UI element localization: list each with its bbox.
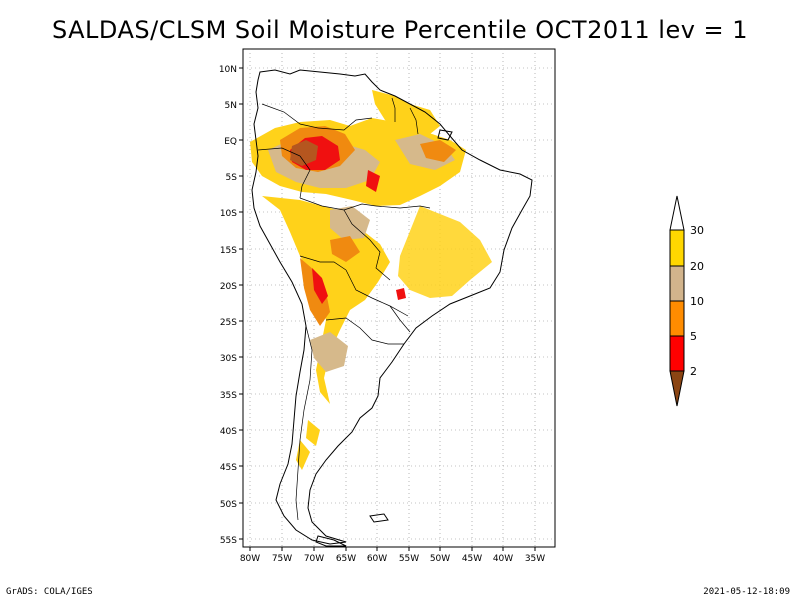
lon-label-80w: 80W — [240, 554, 260, 564]
coastline — [251, 69, 533, 547]
lat-axis: 10N 5N EQ 5S 10S 15S 20S 25S 30S 35S 40S… — [219, 65, 243, 546]
falkland-islands — [369, 513, 389, 523]
lat-label-35s: 35S — [220, 391, 237, 401]
lat-label-5s: 5S — [226, 173, 238, 183]
software-credit: GrADS: COLA/IGES — [6, 587, 93, 597]
lat-label-10n: 10N — [219, 65, 237, 75]
lon-label-75w: 75W — [272, 554, 292, 564]
lon-label-45w: 45W — [462, 554, 482, 564]
colorbar — [669, 195, 685, 407]
shading-red-andes — [312, 268, 328, 304]
lat-label-45s: 45S — [220, 463, 237, 473]
colorbar-segment-10 — [669, 300, 685, 337]
lat-label-50s: 50S — [220, 500, 237, 510]
colorbar-segment-30 — [669, 229, 685, 267]
lat-label-30s: 30S — [220, 354, 237, 364]
south-america-outline — [251, 69, 533, 545]
render-timestamp: 2021-05-12-18:09 — [703, 587, 790, 597]
lon-label-35w: 35W — [525, 554, 545, 564]
colorbar-label-20: 20 — [690, 260, 704, 273]
lat-label-20s: 20S — [220, 282, 237, 292]
lat-label-10s: 10S — [220, 209, 237, 219]
gridlines — [243, 49, 555, 547]
lon-label-65w: 65W — [336, 554, 356, 564]
shading-dark-amazon — [290, 140, 318, 166]
shading-red-east — [396, 288, 406, 300]
lon-label-50w: 50W — [430, 554, 450, 564]
colorbar-segment-20 — [669, 265, 685, 302]
shading-red-central — [366, 170, 380, 192]
shading-orange-bolivia — [330, 236, 360, 262]
tierra-del-fuego — [315, 535, 347, 547]
shading-yellow-patagonia — [306, 420, 320, 446]
colorbar-segment-5 — [669, 335, 685, 372]
lon-axis: 80W 75W 70W 65W 60W 55W 50W 45W 40W 35W — [240, 547, 545, 564]
map-title: SALDAS/CLSM Soil Moisture Percentile OCT… — [51, 16, 749, 44]
colorbar-bottom-triangle — [669, 370, 685, 407]
lat-label-25s: 25S — [220, 318, 237, 328]
shading-yellow-east — [398, 206, 492, 298]
colorbar-label-30: 30 — [690, 224, 704, 237]
lon-label-40w: 40W — [493, 554, 513, 564]
lat-label-55s: 55S — [220, 536, 237, 546]
shading-orange-ne — [420, 140, 456, 162]
lat-label-5n: 5N — [225, 101, 237, 111]
lat-label-15s: 15S — [220, 246, 237, 256]
colorbar-label-5: 5 — [690, 330, 697, 343]
lon-label-55w: 55W — [399, 554, 419, 564]
lat-label-eq: EQ — [224, 137, 237, 147]
colorbar-labels: 30 20 10 5 2 — [690, 224, 704, 378]
colorbar-top-triangle — [669, 195, 685, 231]
lon-label-70w: 70W — [304, 554, 324, 564]
shading-tan-chaco — [310, 332, 348, 372]
lat-label-40s: 40S — [220, 427, 237, 437]
shading-yellow-guianas — [372, 90, 440, 138]
percentile-shading — [250, 90, 492, 470]
marajo-island — [437, 129, 453, 141]
colorbar-label-10: 10 — [690, 295, 704, 308]
lon-label-60w: 60W — [367, 554, 387, 564]
colorbar-label-2: 2 — [690, 365, 697, 378]
shading-orange-andes — [300, 258, 330, 326]
country-borders — [257, 97, 431, 521]
